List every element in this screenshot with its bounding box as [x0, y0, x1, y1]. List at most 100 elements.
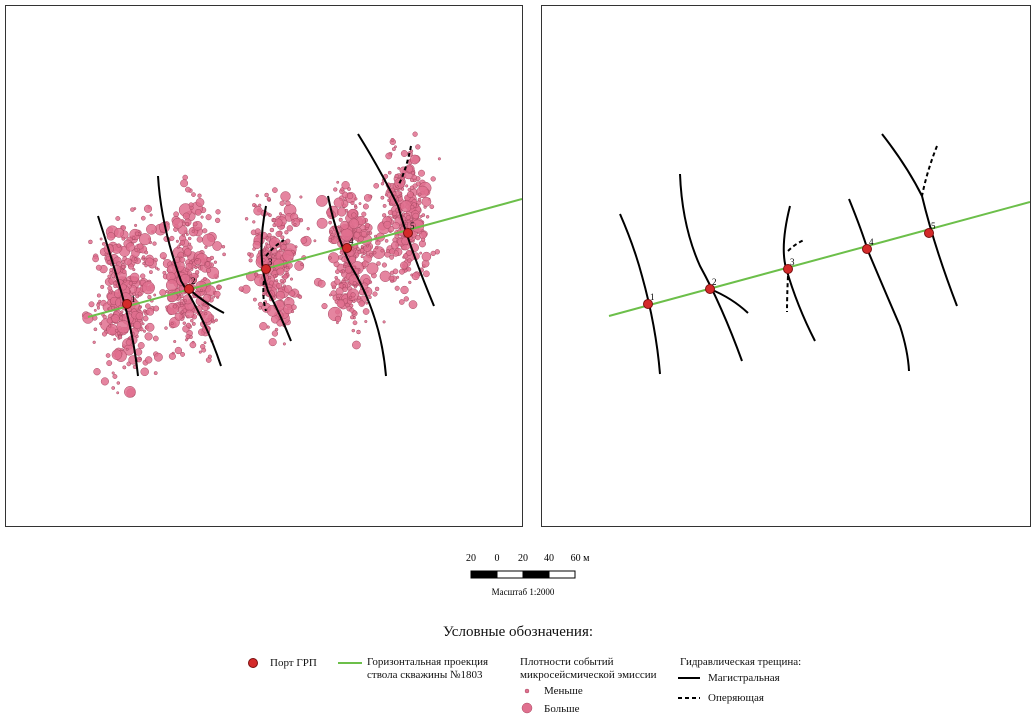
large-event-swatch-icon	[521, 702, 533, 714]
microseismic-event	[278, 212, 283, 216]
microseismic-event	[165, 279, 178, 292]
secondary-fracture-swatch-icon	[678, 697, 700, 699]
microseismic-event	[111, 314, 120, 323]
microseismic-event	[430, 250, 436, 257]
microseismic-event	[252, 297, 257, 302]
port-label: 3	[268, 257, 273, 267]
microseismic-event	[272, 187, 278, 193]
microseismic-event	[388, 275, 395, 282]
microseismic-event	[336, 299, 345, 308]
microseismic-event	[334, 315, 342, 323]
microseismic-event	[200, 343, 206, 350]
microseismic-event	[255, 194, 259, 198]
scale-caption: Масштаб 1:2000	[492, 587, 555, 597]
microseismic-event	[350, 200, 355, 206]
microseismic-event	[143, 204, 153, 213]
microseismic-event	[140, 273, 146, 279]
microseismic-event	[406, 266, 412, 272]
microseismic-event	[393, 216, 397, 220]
port-labels-left: 1 2 3 4 5	[131, 221, 415, 304]
microseismic-event	[407, 258, 412, 263]
microseismic-event	[95, 264, 102, 271]
port-label: 5	[931, 221, 936, 231]
microseismic-event	[122, 365, 127, 370]
microseismic-event	[187, 236, 192, 241]
microseismic-event	[259, 322, 268, 331]
microseismic-event	[350, 315, 355, 320]
microseismic-event	[285, 270, 289, 275]
microseismic-event	[390, 137, 395, 142]
microseismic-event	[372, 291, 378, 297]
microseismic-event	[331, 236, 335, 240]
microseismic-event	[204, 311, 208, 316]
microseismic-event	[195, 198, 205, 207]
microseismic-event	[405, 184, 409, 188]
microseismic-event	[102, 314, 107, 320]
microseismic-event	[142, 329, 147, 333]
microseismic-event	[121, 236, 126, 241]
microseismic-event	[191, 192, 196, 197]
microseismic-event	[135, 312, 144, 321]
microseismic-event	[185, 186, 191, 193]
microseismic-event	[195, 270, 200, 275]
microseismic-event	[176, 245, 180, 249]
microseismic-event	[275, 290, 285, 300]
microseismic-event	[159, 289, 167, 297]
microseismic-event	[366, 262, 379, 275]
microseismic-event	[346, 192, 354, 200]
microseismic-event	[137, 291, 142, 296]
microseismic-event	[264, 245, 268, 249]
microseismic-event	[121, 269, 127, 274]
microseismic-event	[279, 200, 285, 206]
microseismic-event	[349, 307, 355, 313]
microseismic-event	[412, 212, 419, 220]
microseismic-event	[336, 296, 340, 300]
microseismic-event	[254, 228, 261, 235]
microseismic-event	[139, 327, 144, 332]
port-label: 4	[349, 236, 354, 246]
microseismic-event	[340, 220, 350, 230]
microseismic-event	[285, 238, 291, 244]
legend-title: Условные обозначения:	[442, 624, 594, 640]
microseismic-event	[185, 262, 193, 270]
microseismic-event	[291, 304, 297, 311]
microseismic-event	[137, 342, 145, 349]
microseismic-event	[281, 287, 285, 291]
microseismic-event	[180, 310, 185, 314]
microseismic-event	[430, 176, 436, 182]
microseismic-event	[360, 255, 364, 259]
microseismic-event	[425, 215, 430, 219]
microseismic-event	[190, 272, 198, 280]
microseismic-event	[172, 217, 184, 229]
microseismic-event	[147, 294, 152, 300]
microseismic-event	[403, 296, 409, 302]
microseismic-event	[101, 331, 108, 337]
microseismic-event	[268, 338, 277, 347]
microseismic-event	[213, 290, 221, 298]
microseismic-event	[351, 212, 357, 218]
microseismic-event	[269, 280, 274, 286]
microseismic-event	[368, 252, 373, 257]
microseismic-event	[357, 235, 364, 242]
microseismic-event	[133, 257, 138, 261]
microseismic-event	[170, 322, 174, 326]
main-fracture-swatch-icon	[678, 677, 700, 679]
scale-tick: 20	[518, 553, 528, 564]
legend-density-title: Плотности событий микросейсмической эмис…	[520, 656, 657, 682]
microseismic-event	[266, 196, 271, 201]
legend-fracture-main: Магистральная	[708, 672, 780, 684]
microseismic-event	[152, 335, 159, 342]
microseismic-event	[106, 360, 113, 367]
microseismic-event	[379, 270, 391, 282]
scale-tick: 60 м	[571, 553, 591, 564]
microseismic-event	[352, 320, 358, 326]
microseismic-event	[142, 315, 149, 322]
microseismic-event	[137, 243, 144, 250]
microseismic-event	[175, 239, 179, 243]
microseismic-event	[271, 330, 279, 337]
port-label: 4	[869, 237, 874, 247]
microseismic-event	[173, 339, 177, 344]
microseismic-event	[348, 295, 353, 299]
microseismic-event	[258, 306, 262, 310]
microseismic-event	[129, 272, 140, 283]
